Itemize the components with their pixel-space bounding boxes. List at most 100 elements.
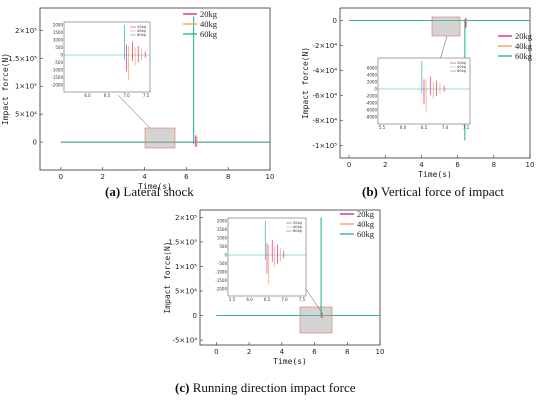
inset-legend-label-60kg: 60kg [293, 229, 302, 233]
inset-y-tick-label: 0 [374, 86, 377, 91]
y-tick-label: 5×10⁴ [15, 111, 37, 119]
legend-label-60kg: 60kg [357, 229, 375, 239]
y-tick-label: -1×10⁵ [312, 142, 337, 150]
x-tick-label: 2 [247, 348, 251, 356]
chart-a: 0 2 4 6 8 10 2×10⁵ 1.5×10⁵ 1×10⁵ 5×10⁴ 0 Time(s) Imp… [1, 7, 275, 191]
x-tick-label: 6 [184, 173, 189, 181]
plot-frame [339, 7, 531, 159]
y-tick-label: 1.5×10⁵ [8, 55, 37, 63]
legend-label-20kg: 20kg [200, 9, 218, 19]
inset-y-tick-label: 1500 [53, 30, 64, 35]
y-tick-label: 0 [333, 17, 337, 25]
plot-frame [39, 7, 271, 171]
y-tick-label: 1×10⁵ [175, 263, 197, 271]
inset-y-tick-label: -2000 [365, 93, 377, 98]
inset-legend-label-40kg: 40kg [457, 65, 466, 69]
inset-y-tick-label: 1000 [217, 235, 228, 240]
y-tick-label: 1.5×10⁵ [168, 238, 197, 246]
inset-y-tick-label: 4000 [367, 72, 378, 77]
inset-frame [63, 21, 151, 93]
zoom-connector-line [117, 94, 151, 129]
inset-x-tick-label: 7.0 [281, 297, 288, 302]
x-axis-label: Time(s) [138, 182, 172, 191]
x-tick-label: 10 [376, 348, 385, 356]
caption-c-text: Running direction impact force [189, 380, 356, 395]
legend-label-20kg: 20kg [515, 31, 533, 41]
caption-a-letter: (a) [105, 184, 121, 199]
y-tick-label: 5×10⁴ [175, 288, 197, 296]
caption-c: (c) Running direction impact force [175, 380, 356, 396]
inset-y-tick-label: 6000 [367, 65, 378, 70]
inset-zoom-b: 6000 4000 2000 0 -2000 -4000 -6000 -8000 5.5 6.0 6… [365, 57, 471, 130]
inset-y-tick-label: 2000 [367, 79, 378, 84]
x-axis-label: Time(s) [418, 170, 452, 179]
inset-x-tick-label: 7.0 [442, 125, 449, 130]
inset-zoom-a: 2000 1500 1000 500 0 -500 -1000 -1500 -2000 6.0 6.… [51, 21, 151, 98]
legend-label-60kg: 60kg [200, 29, 218, 39]
inset-y-tick-label: -1000 [215, 269, 227, 274]
chart-c: 0 2 4 6 8 10 2×10⁵ 1.5×10⁵ 1×10⁵ 5×10⁴ 0 -5×10⁴ Time… [163, 209, 384, 366]
inset-x-tick-label: 7.5 [463, 125, 470, 130]
caption-a: (a) Lateral shock [105, 184, 194, 200]
inset-y-tick-label: -8000 [365, 114, 377, 119]
inset-y-tick-label: -1500 [215, 278, 227, 283]
y-axis-label: Impact force(N) [163, 241, 172, 313]
zoom-highlight-box [144, 127, 176, 149]
inset-x-tick-label: 6.0 [84, 93, 91, 98]
x-tick-label: 0 [59, 173, 63, 181]
inset-y-tick-label: -6000 [365, 107, 377, 112]
x-tick-label: 8 [226, 173, 230, 181]
inset-legend-label-40kg: 40kg [293, 225, 302, 229]
inset-x-tick-label: 6.0 [400, 125, 407, 130]
y-tick-label: -8×10⁴ [312, 117, 337, 125]
x-tick-label: 2 [100, 173, 104, 181]
inset-y-tick-label: -500 [218, 261, 228, 266]
inset-y-tick-label: 1000 [53, 37, 64, 42]
inset-x-tick-label: 6.5 [264, 297, 271, 302]
caption-b-letter: (b) [362, 184, 378, 199]
inset-x-tick-label: 7.5 [299, 297, 306, 302]
legend-label-20kg: 20kg [357, 209, 375, 219]
x-axis-label: Time(s) [273, 357, 307, 366]
inset-x-tick-label: 6.5 [104, 93, 111, 98]
caption-a-text: Lateral shock [120, 184, 194, 199]
y-tick-label: -2×10⁴ [312, 42, 337, 50]
zoom-highlight-box [431, 16, 461, 37]
inset-y-tick-label: -1000 [51, 67, 63, 72]
y-tick-label: 0 [33, 139, 37, 147]
legend-label-40kg: 40kg [200, 19, 218, 29]
inset-y-tick-label: 2000 [53, 22, 64, 27]
caption-b: (b) Vertical force of impact [362, 184, 504, 200]
inset-y-tick-label: -1500 [51, 75, 63, 80]
inset-x-tick-label: 6.0 [246, 297, 253, 302]
inset-legend-label-40kg: 40kg [137, 29, 146, 33]
inset-legend-label-60kg: 60kg [137, 33, 146, 37]
x-tick-label: 8 [492, 161, 496, 169]
x-tick-label: 10 [526, 161, 535, 169]
chart-b: 0 2 4 6 8 10 0 -2×10⁴ -4×10⁴ -6×10⁴ -8×10⁴ -1×10⁵ Ti… [301, 7, 535, 179]
x-tick-label: 10 [266, 173, 275, 181]
inset-x-tick-label: 5.5 [229, 297, 236, 302]
y-tick-label: 1×10⁵ [15, 83, 37, 91]
inset-legend-label-20kg: 20kg [293, 221, 302, 225]
inset-y-tick-label: 1500 [217, 227, 228, 232]
x-tick-label: 4 [142, 173, 147, 181]
x-tick-label: 6 [455, 161, 460, 169]
inset-x-tick-label: 5.5 [379, 125, 386, 130]
inset-y-tick-label: 500 [219, 244, 227, 249]
inset-y-tick-label: 0 [224, 252, 227, 257]
x-tick-label: 6 [312, 348, 317, 356]
legend-label-40kg: 40kg [357, 219, 375, 229]
inset-zoom-c: 2000 1500 1000 500 0 -500 -1000 -1500 -2000 5.5 6.… [215, 217, 307, 302]
inset-x-tick-label: 7.5 [143, 93, 150, 98]
zoom-highlight-box [299, 306, 333, 334]
y-tick-label: 2×10⁵ [15, 27, 37, 35]
y-tick-label: -6×10⁴ [312, 92, 337, 100]
x-tick-label: 0 [347, 161, 351, 169]
inset-y-tick-label: -2000 [51, 82, 63, 87]
inset-y-tick-label: -500 [54, 60, 64, 65]
inset-legend-label-60kg: 60kg [457, 69, 466, 73]
inset-y-tick-label: 0 [60, 52, 63, 57]
zoom-connector-line [439, 35, 448, 61]
